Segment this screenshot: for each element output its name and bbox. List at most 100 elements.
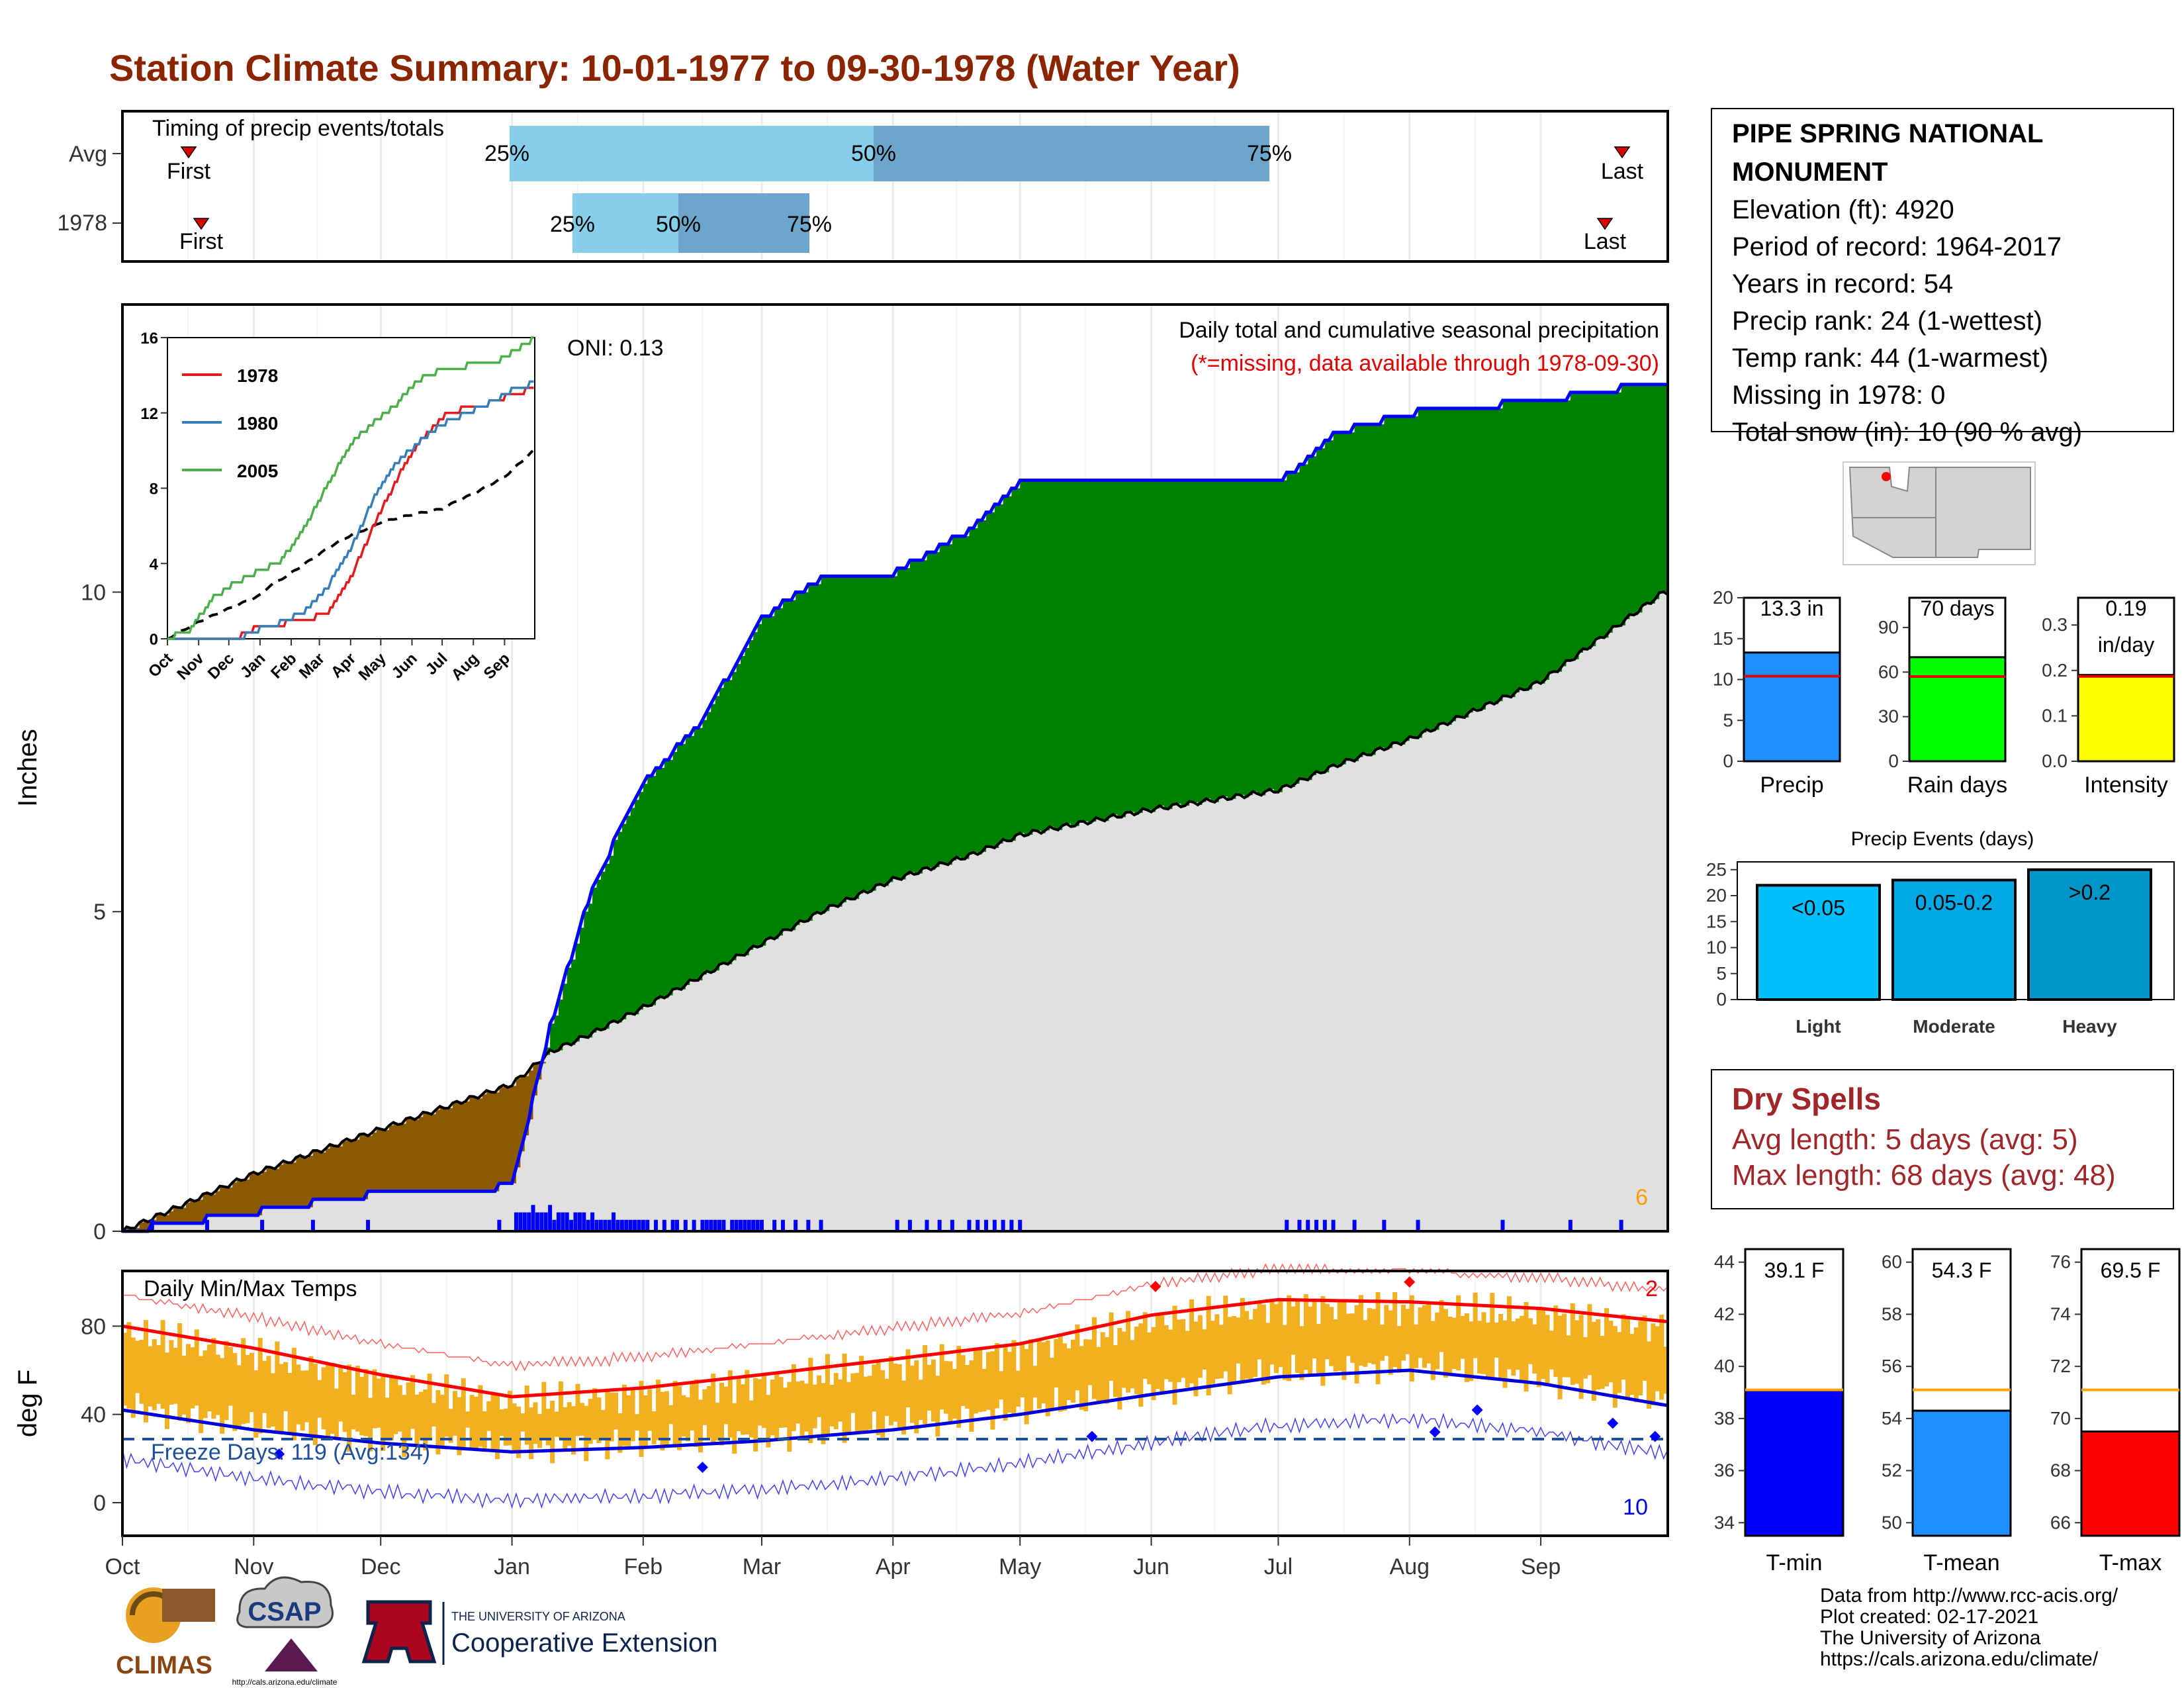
temp-daily-bar: [1570, 1303, 1575, 1385]
temp-daily-bar: [1295, 1299, 1300, 1373]
temp-daily-bar: [351, 1395, 356, 1430]
summary-value: 13.3 in: [1760, 596, 1823, 620]
temp-daily-bar: [1041, 1342, 1046, 1404]
precip-ylabel: Inches: [13, 729, 42, 807]
daily-precip-bar: [772, 1219, 777, 1231]
state-map: [1843, 461, 2036, 565]
temp-daily-bar: [1502, 1320, 1508, 1388]
temp-daily-bar: [257, 1338, 263, 1434]
temp-daily-bar: [846, 1382, 851, 1434]
timing-avg-bar-50-75: [874, 126, 1269, 181]
temp-daily-bar: [719, 1382, 725, 1446]
temp-daily-bar: [567, 1402, 572, 1446]
temp-daily-bar: [126, 1322, 132, 1409]
temp-daily-bar: [1202, 1329, 1207, 1370]
summary-label: Precip: [1760, 773, 1823, 798]
temp-daily-bar: [1032, 1366, 1038, 1398]
station-info-box: PIPE SPRING NATIONAL MONUMENT Elevation …: [1711, 108, 2174, 447]
temp-daily-bar: [1430, 1321, 1435, 1380]
month-label: Mar: [743, 1554, 782, 1579]
temp-daily-bar: [1121, 1331, 1126, 1388]
temp-daily-bar: [1553, 1305, 1559, 1378]
summary-tick-label: 0.2: [2042, 660, 2068, 680]
temp-daily-bar: [1151, 1327, 1156, 1401]
temp-daily-bar: [1087, 1339, 1093, 1385]
daily-precip-bar: [1568, 1219, 1572, 1231]
temp-daily-bar: [1608, 1321, 1614, 1383]
inset-xtick-label: Feb: [267, 649, 300, 682]
daily-precip-bar: [522, 1212, 527, 1231]
temp-summary-bar-T-min: [1744, 1389, 1844, 1537]
temp-daily-bar: [944, 1361, 949, 1414]
temp-daily-bar: [677, 1385, 682, 1450]
ytick-label: 0: [93, 1219, 106, 1244]
temp-summary-tick-label: 34: [1714, 1512, 1735, 1532]
temp-daily-bar: [918, 1380, 923, 1421]
temp-daily-bar: [1142, 1312, 1148, 1379]
inset-xtick-label: Dec: [205, 649, 238, 682]
temp-daily-bar: [206, 1344, 212, 1412]
avg-p75-label: 75%: [1247, 141, 1292, 166]
temp-daily-bar: [1105, 1336, 1110, 1404]
credit-line: Data from http://www.rcc-acis.org/: [1820, 1585, 2118, 1607]
temp-daily-bar: [749, 1400, 754, 1438]
daily-precip-bar: [1500, 1219, 1505, 1231]
temp-summary-tick-label: 52: [1882, 1460, 1902, 1481]
daily-precip-bar: [612, 1212, 616, 1231]
temp-daily-bar: [432, 1403, 436, 1427]
events-value: <0.05: [1792, 896, 1845, 919]
temp-daily-bar: [1473, 1292, 1478, 1358]
temp-daily-bar: [664, 1391, 669, 1446]
temp-daily-bar: [1342, 1299, 1347, 1380]
temp-daily-bar: [1278, 1299, 1283, 1368]
temp-daily-bar: [1274, 1304, 1279, 1374]
avg-first-label: First: [167, 159, 211, 184]
temp-daily-bar: [1197, 1315, 1203, 1378]
temp-daily-bar: [1532, 1324, 1537, 1374]
daily-precip-bar: [594, 1219, 599, 1231]
temp-daily-bar: [1338, 1300, 1343, 1371]
events-label: Moderate: [1913, 1016, 1995, 1037]
temp-daily-bar: [575, 1383, 580, 1436]
summary-value: in/day: [2098, 633, 2154, 657]
station-temp-rank: Temp rank: 44 (1-warmest): [1732, 344, 2048, 373]
temp-daily-bar: [558, 1381, 563, 1439]
daily-precip-bar: [310, 1219, 315, 1231]
temp-summary-value: 69.5 F: [2101, 1258, 2161, 1282]
temp-daily-bar: [279, 1364, 284, 1434]
daily-precip-bar: [907, 1219, 912, 1231]
temp-daily-bar: [614, 1392, 619, 1430]
temp-daily-bar: [973, 1348, 978, 1414]
temp-daily-bar: [1418, 1307, 1423, 1358]
ua-logo: THE UNIVERSITY OF ARIZONA Cooperative Ex…: [361, 1600, 717, 1665]
inset-legend-1980: 1980: [237, 413, 278, 434]
temp-daily-bar: [1083, 1339, 1089, 1412]
temp-daily-bar: [782, 1387, 788, 1428]
station-snow: Total snow (in): 10 (90 % avg): [1732, 418, 2083, 447]
daily-precip-bar: [895, 1219, 899, 1231]
temp-daily-bar: [1329, 1307, 1334, 1366]
csap-logo: CSAP http://cals.arizona.edu/climate: [232, 1576, 338, 1687]
temp-daily-bar: [1388, 1310, 1393, 1375]
temp-daily-bar: [1024, 1348, 1029, 1425]
climas-logo: CLIMAS: [116, 1587, 215, 1679]
daily-precip-bar: [1619, 1219, 1623, 1231]
temp-daily-bar: [435, 1390, 441, 1455]
temp-daily-bar: [1600, 1336, 1605, 1389]
temp-daily-bar: [1168, 1329, 1173, 1382]
temp-daily-bar: [715, 1403, 720, 1441]
temp-daily-bar: [122, 1333, 127, 1406]
temp-daily-bar: [1490, 1293, 1495, 1380]
temp-daily-bar: [994, 1343, 999, 1409]
temp-daily-bar: [1400, 1304, 1406, 1361]
temp-daily-bar: [338, 1365, 343, 1422]
temp-daily-bar: [1604, 1308, 1610, 1387]
events-tick-label: 15: [1706, 911, 1727, 931]
temp-daily-bar: [169, 1340, 174, 1405]
dry-spells-avg: Avg length: 5 days (avg: 5): [1732, 1123, 2078, 1156]
temp-daily-bar: [1100, 1332, 1105, 1401]
temp-daily-bar: [1562, 1313, 1567, 1378]
precip-yticks: 0 5 10: [81, 580, 122, 1244]
temp-daily-bar: [211, 1338, 216, 1419]
